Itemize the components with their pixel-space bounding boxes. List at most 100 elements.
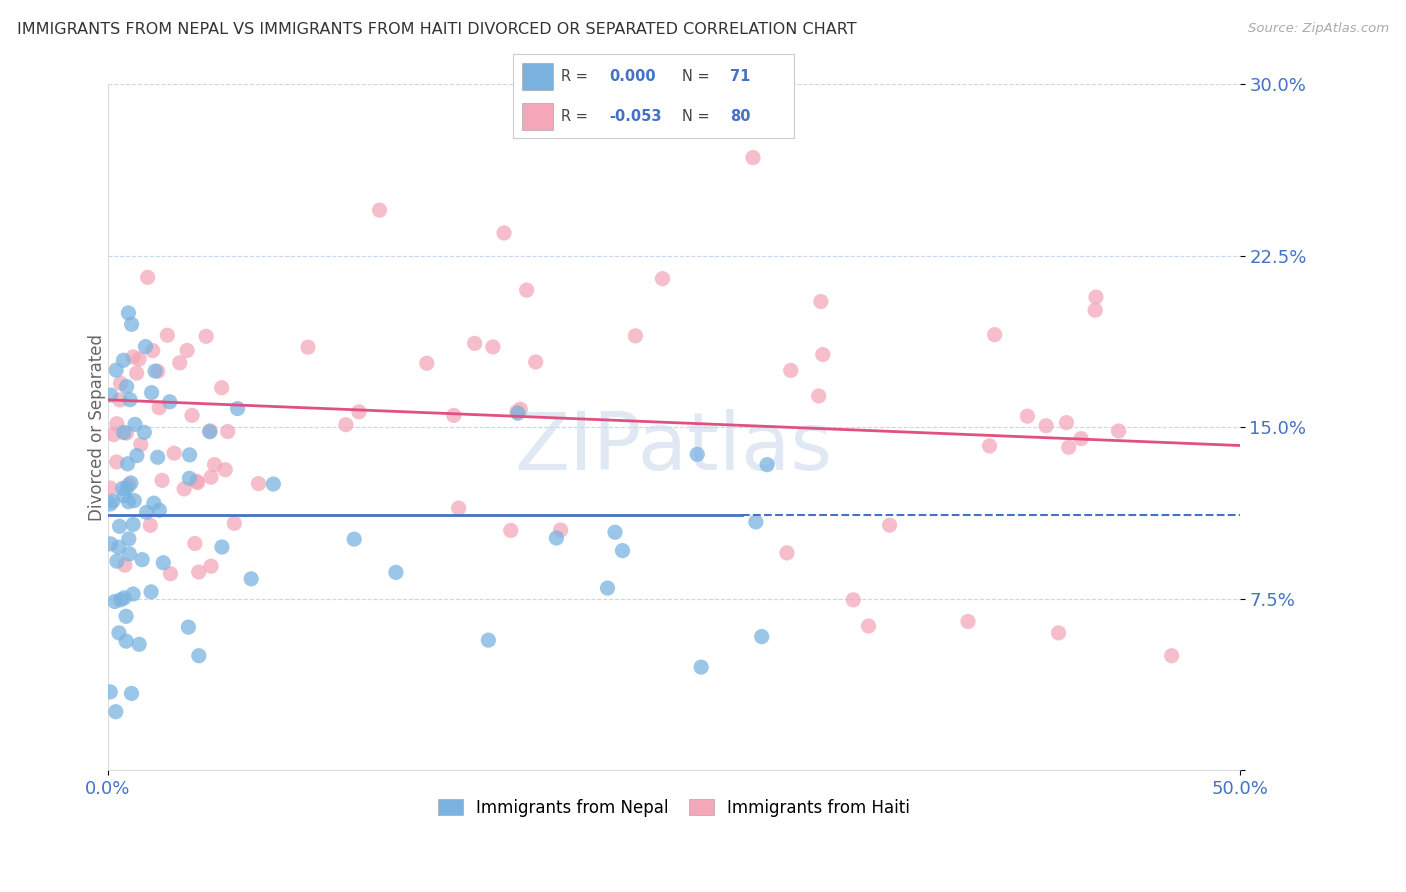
Point bbox=[121, 686, 143, 700]
Point bbox=[129, 437, 152, 451]
Point bbox=[811, 347, 834, 361]
Point bbox=[198, 424, 221, 438]
Point bbox=[1035, 418, 1057, 433]
Point bbox=[118, 547, 141, 561]
Point bbox=[204, 458, 226, 472]
Point bbox=[810, 294, 832, 309]
Point bbox=[142, 496, 165, 510]
Y-axis label: Divorced or Separated: Divorced or Separated bbox=[89, 334, 105, 521]
Point bbox=[115, 609, 138, 624]
Point bbox=[108, 392, 131, 407]
Point bbox=[117, 477, 139, 491]
Point bbox=[112, 353, 135, 368]
Point bbox=[98, 685, 121, 699]
Point bbox=[779, 363, 801, 377]
Point bbox=[492, 226, 515, 240]
Point bbox=[112, 489, 135, 503]
Point bbox=[112, 425, 135, 440]
Point bbox=[506, 406, 529, 420]
Text: 0.000: 0.000 bbox=[609, 69, 655, 84]
Point bbox=[240, 572, 263, 586]
Point bbox=[159, 566, 181, 581]
Point bbox=[187, 565, 209, 579]
Point bbox=[136, 270, 159, 285]
Point bbox=[368, 203, 391, 218]
Point bbox=[1056, 416, 1078, 430]
Point bbox=[198, 425, 221, 439]
Point bbox=[214, 463, 236, 477]
Point bbox=[596, 581, 619, 595]
Point bbox=[416, 356, 439, 370]
Point bbox=[347, 405, 370, 419]
Point bbox=[100, 388, 122, 402]
Point bbox=[98, 481, 121, 495]
Point bbox=[156, 328, 179, 343]
Legend: Immigrants from Nepal, Immigrants from Haiti: Immigrants from Nepal, Immigrants from H… bbox=[432, 792, 917, 823]
Point bbox=[121, 318, 143, 332]
Point bbox=[114, 558, 136, 573]
Point bbox=[482, 340, 505, 354]
Point bbox=[152, 556, 174, 570]
Point bbox=[776, 546, 799, 560]
Point bbox=[112, 591, 135, 605]
Point bbox=[1047, 626, 1070, 640]
Point bbox=[101, 494, 124, 508]
Point bbox=[122, 350, 145, 364]
Point bbox=[211, 540, 233, 554]
Point bbox=[443, 409, 465, 423]
Point bbox=[979, 439, 1001, 453]
Point bbox=[842, 592, 865, 607]
Point bbox=[135, 505, 157, 519]
Point bbox=[128, 637, 150, 651]
Point bbox=[159, 394, 181, 409]
Point bbox=[163, 446, 186, 460]
Point bbox=[879, 518, 901, 533]
Point bbox=[524, 355, 547, 369]
Point bbox=[108, 626, 131, 640]
Point bbox=[807, 389, 830, 403]
Point bbox=[499, 524, 522, 538]
Text: R =: R = bbox=[561, 109, 588, 124]
Point bbox=[176, 343, 198, 358]
Point bbox=[603, 525, 626, 540]
Point bbox=[143, 364, 166, 378]
Point bbox=[142, 343, 165, 358]
Point bbox=[195, 329, 218, 343]
Point bbox=[128, 352, 150, 367]
Point bbox=[122, 517, 145, 532]
Point bbox=[751, 630, 773, 644]
Point bbox=[612, 543, 634, 558]
Point bbox=[135, 340, 157, 354]
Point bbox=[1070, 432, 1092, 446]
Point bbox=[110, 592, 132, 607]
Point bbox=[745, 515, 768, 529]
Point bbox=[120, 475, 142, 490]
Point bbox=[107, 540, 129, 554]
Point bbox=[226, 401, 249, 416]
Point bbox=[1084, 303, 1107, 318]
Point bbox=[624, 329, 647, 343]
Point bbox=[956, 615, 979, 629]
Point bbox=[122, 493, 145, 508]
Point bbox=[1160, 648, 1182, 663]
Point bbox=[509, 402, 531, 417]
Text: 80: 80 bbox=[730, 109, 751, 124]
Text: IMMIGRANTS FROM NEPAL VS IMMIGRANTS FROM HAITI DIVORCED OR SEPARATED CORRELATION: IMMIGRANTS FROM NEPAL VS IMMIGRANTS FROM… bbox=[17, 22, 856, 37]
Point bbox=[262, 477, 284, 491]
Point bbox=[186, 474, 208, 488]
Point bbox=[756, 458, 779, 472]
Point bbox=[110, 376, 132, 391]
Point bbox=[98, 497, 121, 511]
Point bbox=[742, 151, 765, 165]
Point bbox=[247, 476, 270, 491]
Text: 71: 71 bbox=[730, 69, 749, 84]
Point bbox=[385, 566, 408, 580]
Point bbox=[105, 363, 128, 377]
Point bbox=[1084, 290, 1107, 304]
Bar bbox=[522, 103, 553, 130]
Point bbox=[117, 494, 139, 508]
Point bbox=[169, 356, 191, 370]
Text: Source: ZipAtlas.com: Source: ZipAtlas.com bbox=[1249, 22, 1389, 36]
Point bbox=[200, 470, 222, 484]
Point bbox=[477, 633, 499, 648]
